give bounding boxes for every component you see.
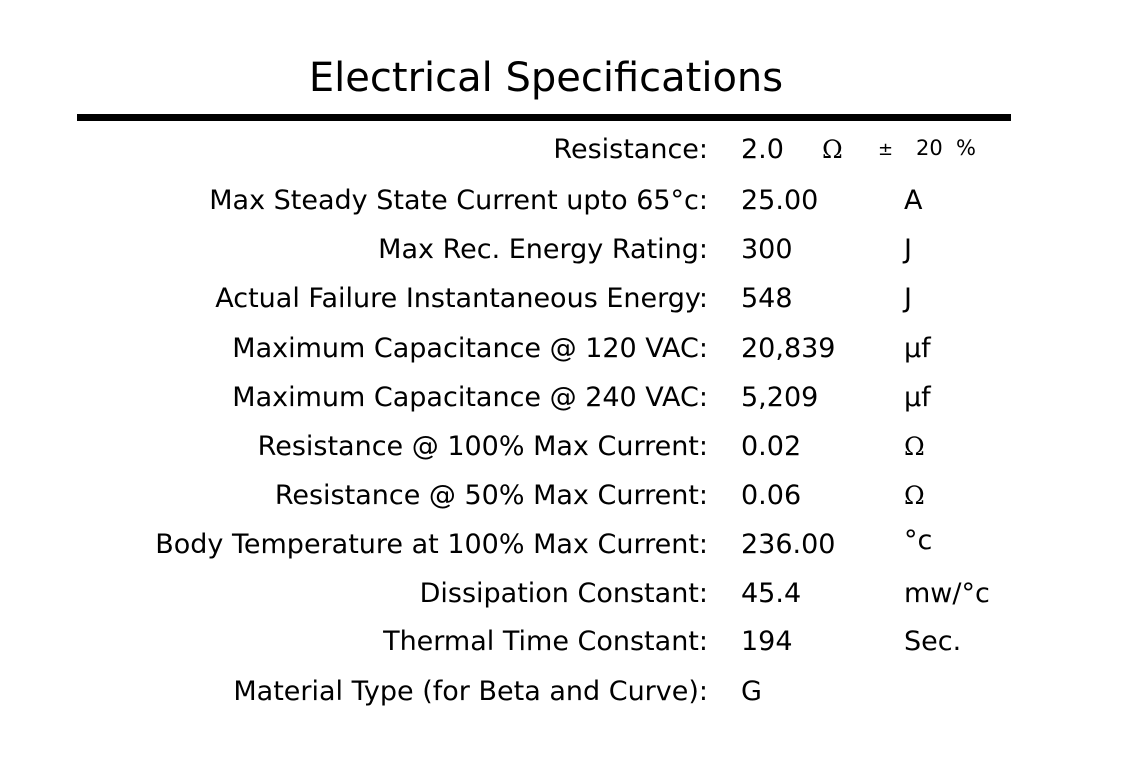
spec-label: Material Type (for Beta and Curve): (233, 676, 708, 707)
tolerance-sign: ± (878, 139, 894, 160)
spec-row: Thermal Time Constant: 194 Sec. (0, 622, 1132, 662)
tolerance-value: 20 (916, 136, 943, 160)
spec-row: Max Steady State Current upto 65°c: 25.0… (0, 181, 1132, 221)
spec-unit: A (904, 185, 923, 216)
spec-value: 236.00 (741, 529, 836, 560)
spec-value: 20,839 (741, 333, 836, 364)
spec-row-resistance: Resistance: 2.0 Ω ± 20 % (0, 130, 1132, 170)
spec-row: Body Temperature at 100% Max Current: 23… (0, 525, 1132, 565)
spec-unit: μf (904, 382, 931, 413)
spec-label: Resistance @ 50% Max Current: (274, 480, 708, 511)
spec-unit: Ω (904, 481, 925, 510)
title-underline (77, 114, 1011, 121)
spec-label: Maximum Capacitance @ 240 VAC: (232, 382, 708, 413)
spec-unit: Ω (904, 432, 925, 461)
spec-unit: Ω (822, 135, 843, 164)
spec-value: G (741, 676, 762, 707)
spec-row: Material Type (for Beta and Curve): G (0, 672, 1132, 712)
spec-value: 2.0 (741, 134, 784, 165)
spec-value: 300 (741, 234, 793, 265)
spec-value: 0.06 (741, 480, 802, 511)
spec-value: 45.4 (741, 578, 802, 609)
spec-row: Max Rec. Energy Rating: 300 J (0, 230, 1132, 270)
spec-label: Resistance @ 100% Max Current: (257, 431, 708, 462)
page-title: Electrical Specifications (308, 55, 784, 101)
spec-label: Max Steady State Current upto 65°c: (209, 185, 708, 216)
spec-row: Actual Failure Instantaneous Energy: 548… (0, 279, 1132, 319)
spec-row: Resistance @ 50% Max Current: 0.06 Ω (0, 476, 1132, 516)
spec-row: Maximum Capacitance @ 120 VAC: 20,839 μf (0, 329, 1132, 369)
spec-value: 5,209 (741, 382, 819, 413)
spec-unit: mw/°c (904, 578, 990, 609)
spec-label: Body Temperature at 100% Max Current: (155, 529, 708, 560)
spec-label: Actual Failure Instantaneous Energy: (215, 283, 708, 314)
spec-unit: J (904, 234, 912, 265)
spec-label: Resistance: (553, 134, 708, 165)
spec-unit: Sec. (904, 626, 962, 657)
spec-row: Dissipation Constant: 45.4 mw/°c (0, 574, 1132, 614)
spec-label: Thermal Time Constant: (383, 626, 708, 657)
spec-label: Dissipation Constant: (419, 578, 708, 609)
spec-value: 194 (741, 626, 793, 657)
spec-value: 25.00 (741, 185, 819, 216)
tolerance-unit: % (956, 136, 976, 160)
spec-row: Maximum Capacitance @ 240 VAC: 5,209 μf (0, 378, 1132, 418)
spec-row: Resistance @ 100% Max Current: 0.02 Ω (0, 427, 1132, 467)
spec-value: 548 (741, 283, 793, 314)
spec-label: Max Rec. Energy Rating: (378, 234, 708, 265)
spec-unit: J (904, 283, 912, 314)
spec-unit: μf (904, 333, 931, 364)
spec-value: 0.02 (741, 431, 802, 462)
spec-label: Maximum Capacitance @ 120 VAC: (232, 333, 708, 364)
spec-unit: °c (904, 525, 933, 556)
